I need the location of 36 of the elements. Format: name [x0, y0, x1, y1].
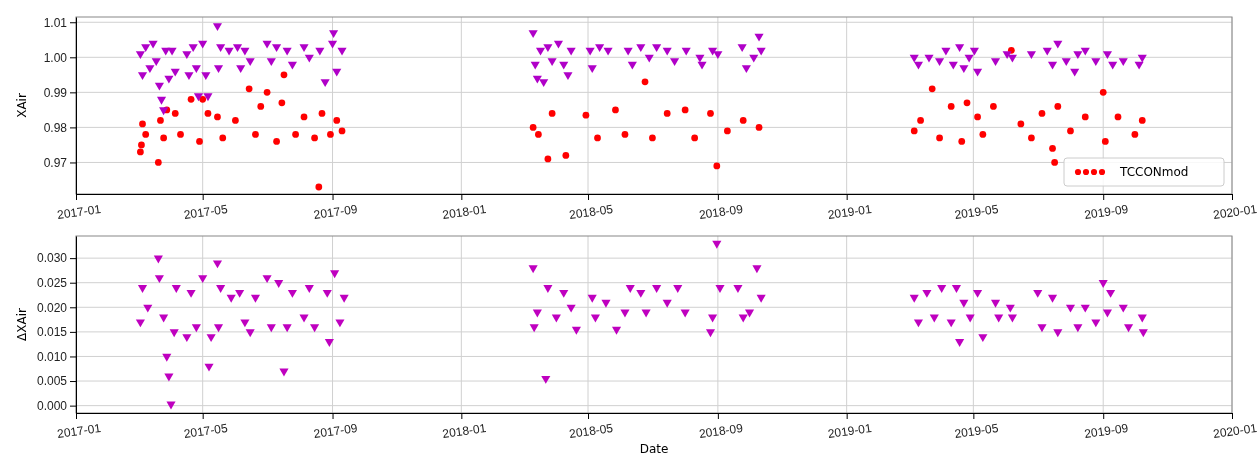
x-tick-label: 2020-01	[1212, 201, 1259, 223]
x-tick-label: 2017-09	[312, 420, 359, 442]
y-tick-label: 0.97	[43, 155, 68, 170]
x-tick-label: 2020-01	[1212, 420, 1259, 442]
x-tick-label: 2017-05	[182, 201, 229, 223]
y-tick-label: 1.01	[43, 15, 68, 30]
y-tick-label: 0.99	[43, 85, 68, 100]
x-tick-label: 2019-09	[1083, 420, 1130, 442]
x-tick-label: 2017-01	[56, 420, 103, 442]
y-tick-label: 0.010	[36, 349, 68, 364]
y-tick-label: 0.015	[36, 325, 68, 340]
x-tick-label: 2018-05	[568, 420, 615, 442]
x-tick-label: 2019-01	[826, 420, 873, 442]
legend-label: TCCONmod	[1119, 165, 1189, 179]
y-tick-label: 0.000	[36, 398, 68, 413]
x-axis-title: Date	[639, 442, 669, 456]
x-tick-label: 2019-09	[1083, 201, 1130, 223]
y-tick-label: 1.00	[43, 50, 68, 65]
y-tick-label: 0.020	[36, 300, 68, 315]
y-tick-label: 0.025	[36, 276, 68, 291]
x-tick-label: 2017-09	[312, 201, 359, 223]
x-tick-label: 2018-05	[568, 201, 615, 223]
y-axis-title: ΔXAir	[15, 307, 29, 341]
x-tick-label: 2019-05	[953, 201, 1000, 223]
y-tick-label: 0.030	[36, 251, 68, 266]
y-axis-title: XAir	[15, 93, 29, 118]
x-tick-label: 2018-01	[441, 420, 488, 442]
x-tick-label: 2017-01	[56, 201, 103, 223]
y-tick-label: 0.98	[43, 120, 68, 135]
x-tick-label: 2018-09	[698, 201, 744, 223]
x-tick-label: 2019-01	[826, 201, 873, 223]
x-tick-label: 2018-09	[698, 420, 744, 442]
y-tick-label: 0.005	[36, 374, 68, 389]
x-tick-label: 2017-05	[182, 420, 229, 442]
x-tick-label: 2018-01	[441, 201, 488, 223]
x-tick-label: 2019-05	[953, 420, 1000, 442]
